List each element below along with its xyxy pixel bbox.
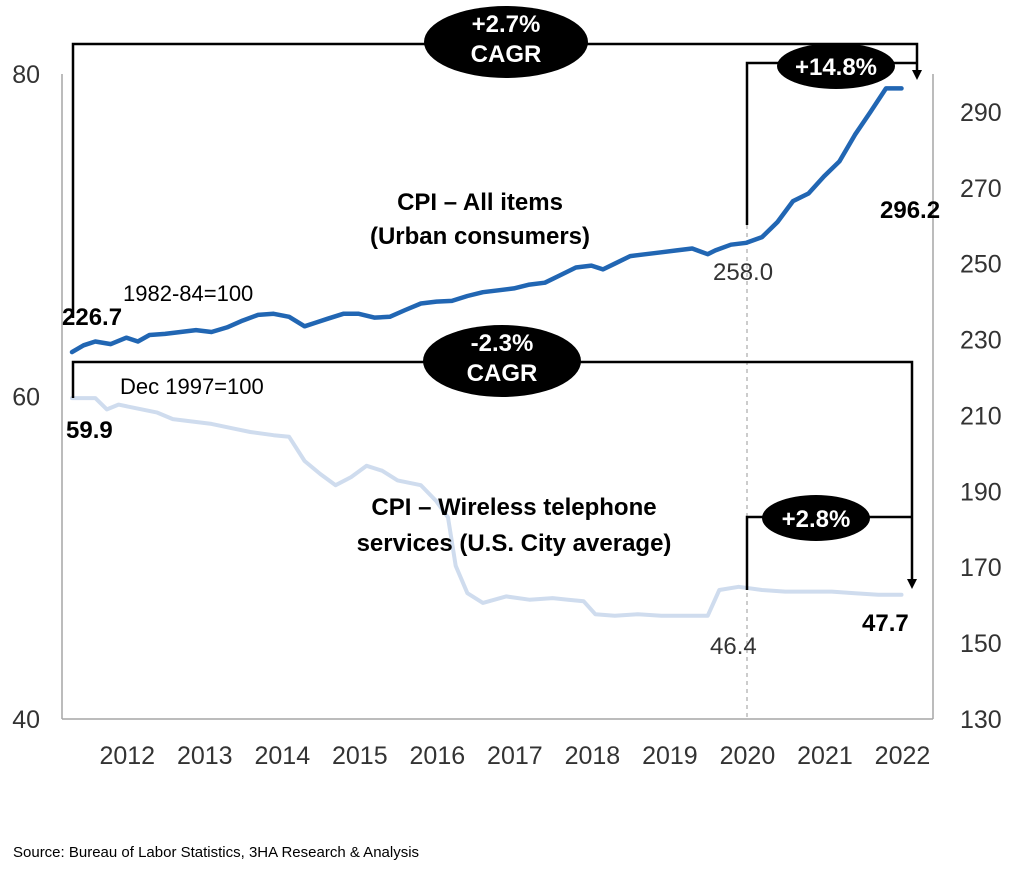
x-axis-ticks: 2012 2013 2014 2015 2016 2017 2018 2019 2020 2021… [99, 742, 930, 770]
x-axis-tick-label: 2017 [487, 742, 543, 770]
series-label-wireless-line2: services (U.S. City average) [357, 530, 672, 557]
right-axis-tick-label: 250 [960, 251, 1002, 279]
right-axis-tick-label: 170 [960, 554, 1002, 582]
left-axis-tick-label: 80 [12, 61, 40, 89]
cagr-wireless-value: -2.3% [471, 330, 534, 357]
x-axis-tick-label: 2022 [875, 742, 931, 770]
x-axis-tick-label: 2012 [99, 742, 155, 770]
value-label-wireless-2020: 46.4 [710, 633, 757, 660]
value-label-all-items-end: 296.2 [880, 197, 940, 224]
change-wireless-2020-value: +2.8% [782, 506, 851, 533]
right-axis-tick-label: 230 [960, 327, 1002, 355]
cagr-wireless-badge: -2.3% CAGR [423, 325, 581, 397]
right-axis-tick-label: 290 [960, 99, 1002, 127]
change-all-items-2020-badge: +14.8% [777, 43, 895, 89]
x-axis-tick-label: 2016 [410, 742, 466, 770]
base-label-all-items: 1982-84=100 [123, 281, 253, 306]
right-axis-ticks: 130 150 170 190 210 230 250 270 290 [960, 99, 1002, 734]
x-axis-tick-label: 2015 [332, 742, 388, 770]
right-axis-tick-label: 130 [960, 706, 1002, 734]
base-label-wireless: Dec 1997=100 [120, 374, 264, 399]
bracket-cagr-all-items [71, 42, 922, 318]
x-axis-tick-label: 2019 [642, 742, 698, 770]
change-all-items-2020-value: +14.8% [795, 54, 877, 81]
source-note: Source: Bureau of Labor Statistics, 3HA … [13, 844, 419, 861]
value-label-all-items-start: 226.7 [62, 304, 122, 331]
series-label-all-items-line2: (Urban consumers) [370, 223, 590, 250]
x-axis-tick-label: 2020 [720, 742, 776, 770]
cagr-wireless-caption: CAGR [467, 360, 538, 387]
x-axis-tick-label: 2014 [254, 742, 310, 770]
series-line-wireless [70, 396, 904, 618]
cagr-all-items-badge: +2.7% CAGR [424, 6, 588, 78]
value-label-all-items-2020: 258.0 [713, 259, 773, 286]
change-wireless-2020-badge: +2.8% [762, 495, 870, 541]
left-axis-tick-label: 60 [12, 384, 40, 412]
left-axis-ticks: 40 60 80 [12, 61, 40, 734]
right-axis-tick-label: 270 [960, 175, 1002, 203]
series-line-all-items [69, 86, 904, 355]
x-axis-tick-label: 2018 [565, 742, 621, 770]
value-label-wireless-end: 47.7 [862, 610, 909, 637]
right-axis-tick-label: 190 [960, 478, 1002, 506]
x-axis-tick-label: 2021 [797, 742, 853, 770]
right-axis-tick-label: 150 [960, 630, 1002, 658]
series-label-all-items-line1: CPI – All items [397, 189, 563, 216]
cagr-all-items-value: +2.7% [472, 11, 541, 38]
value-label-wireless-start: 59.9 [66, 417, 113, 444]
series-label-wireless-line1: CPI – Wireless telephone [371, 494, 656, 521]
right-axis-tick-label: 210 [960, 402, 1002, 430]
cagr-all-items-caption: CAGR [471, 41, 542, 68]
left-axis-tick-label: 40 [12, 706, 40, 734]
x-axis-tick-label: 2013 [177, 742, 233, 770]
